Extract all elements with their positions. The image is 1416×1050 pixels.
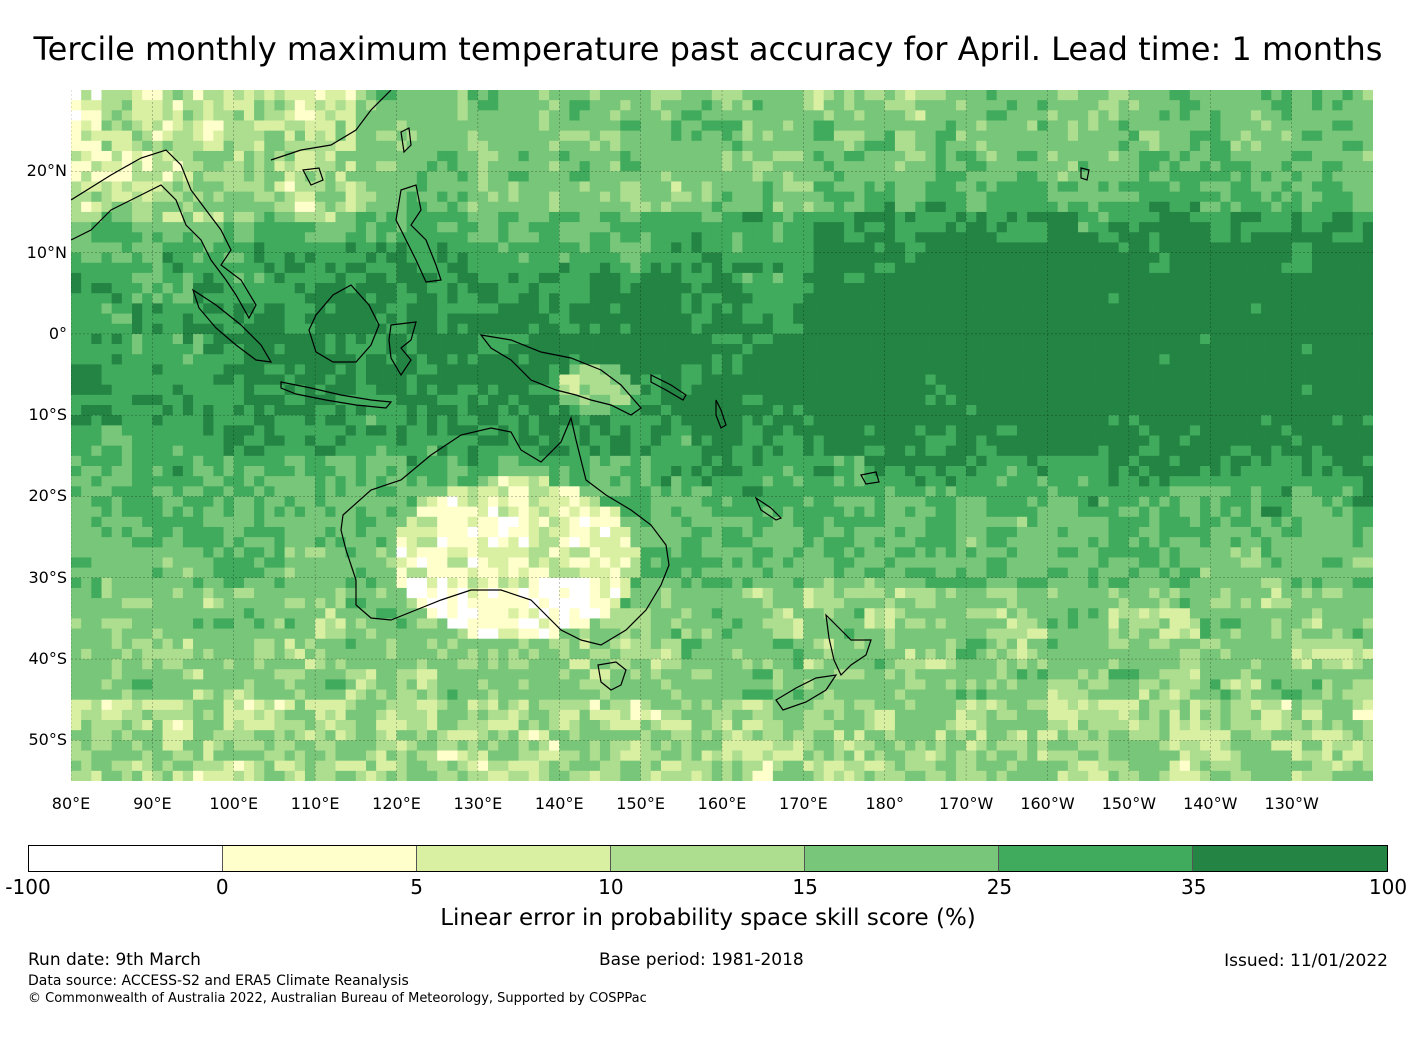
lon-label: 180° — [865, 794, 905, 813]
coastline-australia — [340, 416, 670, 646]
lat-label: 0° — [48, 323, 67, 343]
colorbar-tick: 25 — [986, 875, 1013, 899]
lat-label: 20°N — [26, 161, 67, 181]
lon-label: 90°E — [133, 794, 172, 813]
run-date: Run date: 9th March — [28, 950, 201, 970]
coastline-borneo — [308, 284, 380, 363]
coastline-sumatra — [191, 288, 273, 363]
lat-label: 20°S — [28, 486, 67, 506]
coastline-vanuatu — [715, 399, 727, 429]
chart-title: Tercile monthly maximum temperature past… — [33, 30, 1383, 68]
lat-label: 50°S — [28, 730, 67, 750]
coastline-hainan — [302, 167, 324, 186]
colorbar-segment — [999, 846, 1193, 871]
coastline-java — [280, 381, 393, 409]
coastline-philippines — [395, 184, 442, 283]
lat-label: 10°N — [26, 242, 67, 262]
colorbar-tick: -100 — [5, 875, 51, 899]
lon-label: 170°W — [938, 794, 994, 813]
lon-label: 130°W — [1264, 794, 1319, 813]
coastline-new-zealand-south — [775, 674, 838, 711]
lat-label: 30°S — [28, 567, 67, 587]
colorbar-segment — [417, 846, 611, 871]
lon-label: 160°W — [1020, 794, 1075, 813]
coastline-fiji — [860, 471, 880, 485]
coastline-solomons — [650, 374, 687, 401]
coastline-new-caledonia — [754, 496, 783, 521]
lon-label: 150°E — [616, 794, 665, 813]
lon-label: 120°E — [372, 794, 421, 813]
colorbar-segment — [805, 846, 999, 871]
colorbar-segment — [29, 846, 223, 871]
colorbar-tick: 15 — [792, 875, 818, 899]
skill-map — [71, 90, 1373, 781]
coastline-taiwan — [400, 127, 412, 154]
coastlines — [71, 90, 1090, 711]
lon-label: 160°E — [697, 794, 747, 813]
lon-label: 140°E — [534, 794, 584, 813]
colorbar-tick: 0 — [215, 875, 229, 899]
coastline-sulawesi — [388, 321, 417, 377]
data-source: Data source: ACCESS-S2 and ERA5 Climate … — [28, 973, 409, 989]
coastline-china — [270, 90, 392, 161]
colorbar-segment — [611, 846, 805, 871]
colorbar-tick: 10 — [598, 875, 624, 899]
coastline-se-asia — [71, 149, 257, 320]
colorbar-tick: 100 — [1368, 875, 1408, 899]
lon-label: 170°E — [779, 794, 828, 813]
lon-label: 130°E — [453, 794, 503, 813]
colorbar-label: Linear error in probability space skill … — [440, 905, 976, 931]
coastline-tasmania — [597, 661, 627, 691]
colorbar-segment — [223, 846, 417, 871]
lon-label: 140°W — [1183, 794, 1238, 813]
coastline-new-zealand-north — [825, 613, 872, 677]
colorbar-segment — [1193, 846, 1387, 871]
base-period: Base period: 1981-2018 — [599, 950, 804, 970]
lon-label: 100°E — [209, 794, 259, 813]
lon-label: 150°W — [1101, 794, 1157, 813]
colorbar-tick: 35 — [1180, 875, 1207, 899]
copyright: © Commonwealth of Australia 2022, Austra… — [28, 991, 647, 1006]
coastline-hawaii — [1080, 167, 1090, 181]
lon-label: 80°E — [51, 794, 91, 813]
skill-map-canvas — [71, 90, 1373, 781]
coastline-new-guinea — [479, 334, 642, 416]
lon-label: 110°E — [290, 794, 340, 813]
colorbar — [28, 845, 1388, 872]
lat-label: 40°S — [28, 649, 67, 669]
colorbar-tick: 5 — [410, 875, 423, 899]
lat-label: 10°S — [28, 405, 67, 425]
skill-grid — [71, 90, 1373, 781]
graticule — [71, 90, 1373, 781]
issued-date: Issued: 11/01/2022 — [1224, 951, 1388, 971]
